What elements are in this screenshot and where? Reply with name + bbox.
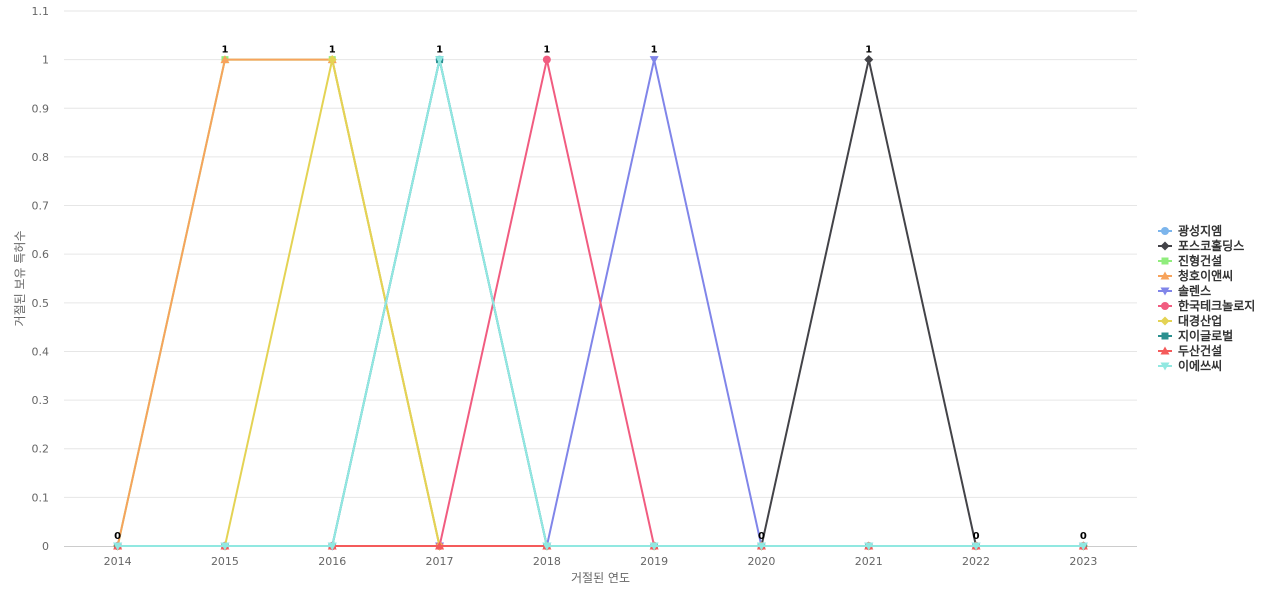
y-tick-label: 0.1 (32, 491, 50, 504)
y-tick-label: 0.7 (32, 200, 50, 213)
data-point (864, 542, 874, 551)
legend-marker (1161, 227, 1169, 235)
y-tick-label: 0.9 (32, 102, 50, 115)
legend-marker (1160, 362, 1170, 371)
legend[interactable]: 광성지엠포스코홀딩스진형건설청호이앤씨솔렌스한국테크놀로지대경산업지이글로벌두산… (1158, 223, 1255, 373)
legend-label: 두산건설 (1178, 343, 1222, 358)
legend-marker (1160, 241, 1170, 251)
legend-marker (1161, 332, 1169, 340)
data-label: 1 (865, 45, 872, 56)
data-labels: 0 1 1 1 1 1 0 1 0 0 (114, 45, 1087, 542)
data-point (113, 542, 123, 551)
data-point (327, 55, 337, 65)
x-tick-label: 2014 (104, 555, 132, 568)
data-point (327, 542, 337, 551)
x-tick-label: 2022 (962, 555, 990, 568)
y-axis-ticks: 0 0.1 0.2 0.3 0.4 0.5 0.6 0.7 0.8 0.9 1 1.1 (32, 5, 50, 553)
legend-label: 포스코홀딩스 (1178, 238, 1244, 253)
legend-item[interactable]: 이에쓰씨 (1158, 358, 1222, 373)
data-label: 1 (329, 45, 336, 56)
y-tick-label: 0.4 (32, 345, 50, 358)
data-label: 1 (221, 45, 228, 56)
legend-label: 진형건설 (1178, 253, 1222, 268)
data-point (864, 55, 874, 65)
legend-label: 대경산업 (1178, 313, 1222, 328)
y-tick-label: 0.3 (32, 394, 50, 407)
series-9 (113, 56, 1088, 551)
data-point (1078, 542, 1088, 551)
legend-label: 한국테크놀로지 (1178, 298, 1255, 313)
y-axis-title: 거절된 보유 특허수 (13, 231, 27, 327)
legend-item[interactable]: 광성지엠 (1158, 223, 1222, 238)
legend-label: 이에쓰씨 (1178, 358, 1222, 373)
data-point (649, 56, 659, 65)
data-point (971, 542, 981, 551)
data-point (220, 542, 230, 551)
legend-label: 솔렌스 (1178, 283, 1211, 298)
series-lines (113, 55, 1088, 551)
data-label: 1 (436, 45, 443, 56)
legend-marker (1161, 302, 1169, 310)
legend-marker (1160, 271, 1170, 280)
legend-item[interactable]: 포스코홀딩스 (1158, 238, 1244, 253)
x-tick-label: 2023 (1069, 555, 1097, 568)
data-label: 1 (651, 45, 658, 56)
data-label: 1 (543, 45, 550, 56)
legend-item[interactable]: 솔렌스 (1158, 283, 1211, 298)
legend-item[interactable]: 청호이앤씨 (1158, 268, 1233, 283)
x-tick-label: 2020 (747, 555, 775, 568)
y-tick-label: 0.5 (32, 297, 50, 310)
grid-lines (64, 10, 1137, 498)
data-point (435, 541, 445, 550)
y-tick-label: 0.6 (32, 248, 50, 261)
x-tick-label: 2016 (318, 555, 346, 568)
x-tick-label: 2018 (533, 555, 561, 568)
legend-marker (1160, 287, 1170, 296)
legend-marker (1161, 257, 1169, 265)
data-point (542, 542, 552, 551)
x-tick-label: 2021 (855, 555, 883, 568)
legend-label: 지이글로벌 (1178, 328, 1233, 343)
x-axis-title: 거절된 연도 (571, 571, 630, 585)
x-axis-ticks: 2014 2015 2016 2017 2018 2019 2020 2021 2022 2023 (104, 555, 1098, 568)
data-label: 0 (758, 531, 765, 542)
data-point (435, 56, 445, 65)
legend-item[interactable]: 지이글로벌 (1158, 328, 1233, 343)
y-tick-label: 0.8 (32, 151, 50, 164)
legend-label: 청호이앤씨 (1178, 268, 1233, 283)
series-line (117, 58, 1084, 547)
legend-item[interactable]: 한국테크놀로지 (1158, 298, 1255, 313)
y-tick-label: 0 (42, 540, 49, 553)
x-tick-label: 2015 (211, 555, 239, 568)
legend-item[interactable]: 진형건설 (1158, 253, 1222, 268)
x-tick-label: 2019 (640, 555, 668, 568)
data-label: 0 (114, 531, 121, 542)
data-point (649, 542, 659, 551)
y-tick-label: 0.2 (32, 443, 50, 456)
y-tick-label: 1 (42, 54, 49, 67)
legend-marker (1160, 316, 1170, 326)
legend-item[interactable]: 두산건설 (1158, 343, 1222, 358)
data-label: 0 (1080, 531, 1087, 542)
data-point (220, 55, 230, 64)
data-label: 0 (973, 531, 980, 542)
x-tick-label: 2017 (426, 555, 454, 568)
legend-marker (1160, 346, 1170, 355)
legend-label: 광성지엠 (1178, 223, 1222, 238)
y-tick-label: 1.1 (32, 5, 50, 18)
legend-item[interactable]: 대경산업 (1158, 313, 1222, 328)
data-point (542, 55, 551, 64)
data-point (756, 542, 766, 551)
